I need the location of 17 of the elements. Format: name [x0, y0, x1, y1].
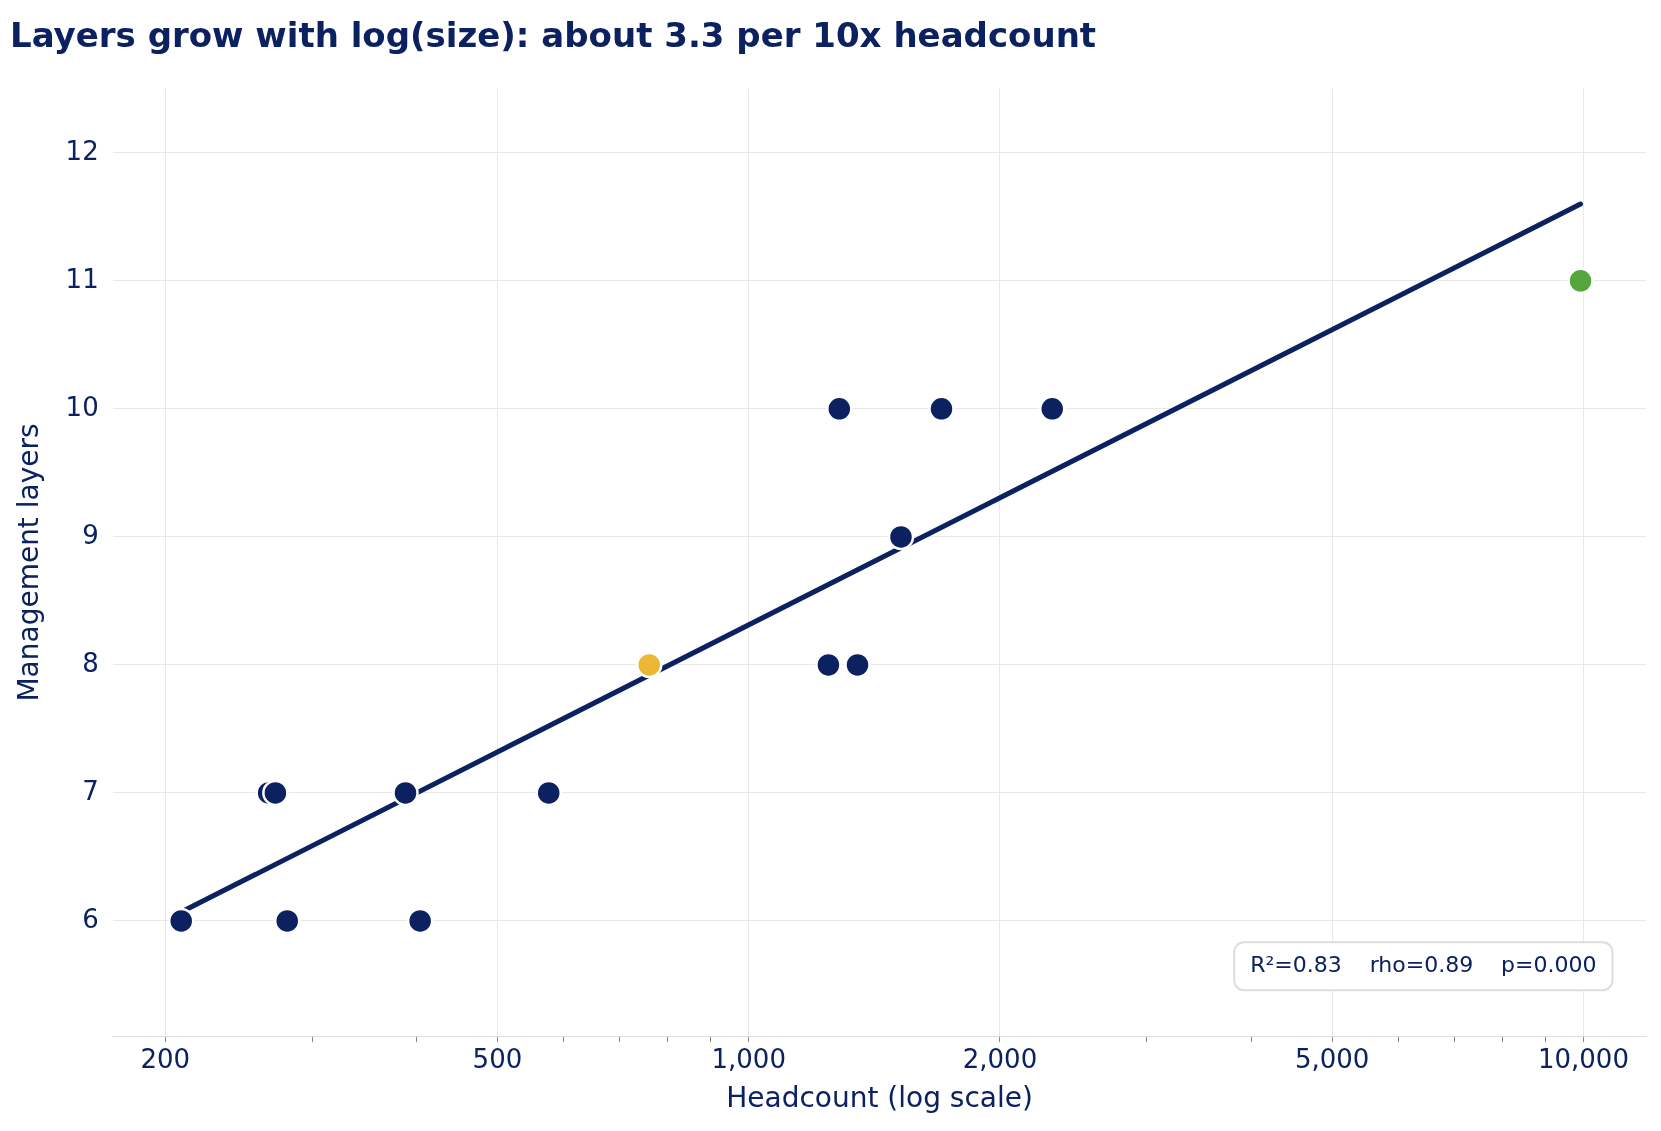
y-tick-label: 11 [65, 263, 99, 294]
y-tick-label: 10 [65, 391, 99, 422]
x-tick-label: 1,000 [711, 1043, 786, 1074]
y-tick-label: 9 [82, 519, 99, 550]
y-axis-title: Management layers [12, 423, 46, 702]
y-tick-label: 6 [82, 903, 99, 934]
x-axis-title: Headcount (log scale) [726, 1081, 1033, 1115]
chart-title: Layers grow with log(size): about 3.3 per 10x headcount [10, 15, 1097, 56]
y-tick-label: 7 [82, 775, 99, 806]
x-tick-label: 2,000 [962, 1043, 1038, 1074]
y-tick-label: 12 [65, 135, 99, 166]
annotation: R²=0.83 rho=0.89 p=0.000 [1250, 951, 1597, 977]
y-tick-label: 8 [82, 647, 99, 678]
x-tick-label: 200 [140, 1043, 191, 1074]
x-tick-label: 5,000 [1294, 1043, 1370, 1074]
x-tick-label: 10,000 [1537, 1043, 1629, 1074]
x-tick-label: 500 [472, 1043, 523, 1074]
